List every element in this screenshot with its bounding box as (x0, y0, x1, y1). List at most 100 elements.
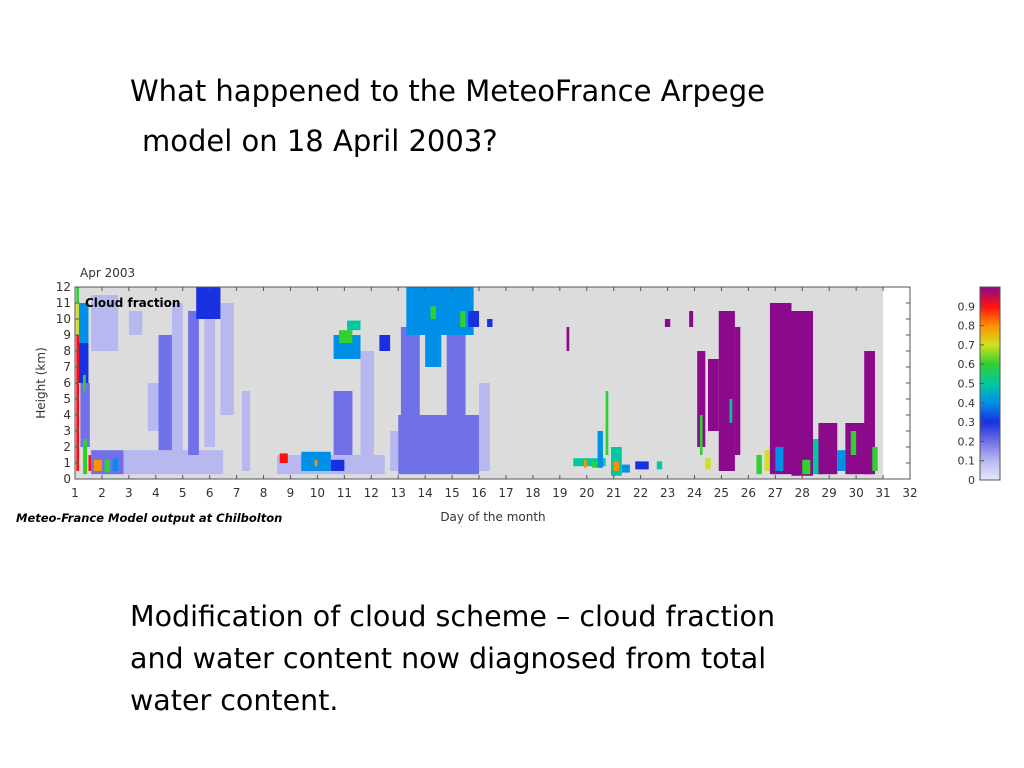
heatmap-cell-44 (479, 383, 490, 471)
heatmap-cell-37 (400, 327, 420, 415)
x-tick-label-29: 29 (822, 486, 837, 500)
heatmap-cell-74 (837, 450, 846, 471)
x-tick-label-18: 18 (525, 486, 540, 500)
x-tick-label-4: 4 (152, 486, 160, 500)
heatmap-cell-66 (756, 455, 762, 475)
heatmap-cell-50 (605, 391, 609, 455)
heatmap-cell-7 (83, 439, 88, 475)
heatmap-cell-47 (592, 461, 598, 468)
x-tick-label-1: 1 (71, 486, 79, 500)
heatmap-cell-48 (584, 459, 587, 468)
x-tick-label-13: 13 (391, 486, 406, 500)
heatmap-cell-11 (104, 459, 111, 473)
heatmap-cell-21 (204, 319, 216, 447)
x-tick-label-10: 10 (310, 486, 325, 500)
heatmap-cell-14 (91, 295, 119, 351)
y-tick-label-1: 1 (63, 456, 71, 470)
x-tick-label-7: 7 (233, 486, 241, 500)
heatmap-cell-6 (83, 375, 86, 391)
x-tick-label-17: 17 (498, 486, 513, 500)
heatmap-cell-77 (864, 351, 875, 475)
x-tick-label-9: 9 (287, 486, 295, 500)
heatmap-cell-28 (330, 459, 345, 471)
heatmap-cell-10 (93, 459, 102, 471)
heatmap-cell-32 (347, 320, 361, 331)
heatmap-cell-8 (88, 455, 92, 471)
heatmap-cell-3 (79, 303, 89, 343)
heatmap-cell-49 (597, 431, 603, 468)
colorbar-label-9: 0.9 (958, 300, 976, 313)
x-tick-label-24: 24 (687, 486, 702, 500)
y-tick-label-9: 9 (63, 328, 71, 342)
y-tick-label-0: 0 (63, 472, 71, 486)
heatmap-cell-54 (635, 461, 649, 470)
heatmap-cell-23 (242, 391, 251, 471)
x-tick-label-23: 23 (660, 486, 675, 500)
x-tick-label-30: 30 (848, 486, 863, 500)
colorbar-label-2: 0.2 (958, 435, 976, 448)
y-tick-label-2: 2 (63, 440, 71, 454)
x-tick-label-22: 22 (633, 486, 648, 500)
x-tick-label-28: 28 (795, 486, 810, 500)
heatmap-cell-39 (425, 311, 442, 367)
body-line-3: water content. (130, 684, 339, 717)
heatmap-cell-56 (566, 327, 570, 351)
colorbar-label-5: 0.5 (958, 378, 976, 391)
x-tick-label-21: 21 (606, 486, 621, 500)
x-tick-label-25: 25 (714, 486, 729, 500)
heatmap-cell-5 (80, 383, 90, 447)
heatmap-cell-4 (79, 343, 89, 383)
x-tick-label-19: 19 (552, 486, 567, 500)
x-tick-label-12: 12 (364, 486, 379, 500)
heatmap-cell-35 (390, 431, 399, 471)
y-tick-label-5: 5 (63, 392, 71, 406)
heatmap-cell-69 (775, 447, 784, 471)
heatmap-cell-76 (850, 431, 857, 455)
chart-title: Apr 2003 (80, 266, 135, 280)
heatmap-cell-71 (802, 459, 811, 475)
heatmap-cell-41 (460, 311, 466, 327)
cloud-fraction-chart: 1 2 3 4 5 6 7 8 9 10 11 12 13 14 15 16 17 18 19 20 21 22 23 24 2… (16, 266, 1001, 525)
heatmap-cell-22 (220, 303, 234, 415)
x-tick-label-15: 15 (444, 486, 459, 500)
y-tick-label-11: 11 (56, 296, 71, 310)
panel-label: Cloud fraction (85, 296, 180, 310)
heatmap-cell-61 (705, 458, 711, 470)
slide-body-text: Modification of cloud scheme – cloud fra… (130, 596, 775, 722)
heatmap-cell-67 (764, 450, 770, 471)
x-tick-label-14: 14 (418, 486, 433, 500)
colorbar-label-6: 0.6 (958, 358, 976, 371)
heatmap-cell-29 (333, 391, 353, 455)
heatmap-cell-27 (314, 459, 318, 467)
heatmap-cell-73 (818, 423, 838, 475)
colorbar: 0 0.1 0.2 0.3 0.4 0.5 0.6 0.7 0.8 0.9 (958, 286, 1001, 487)
heatmap-cell-19 (188, 311, 199, 455)
chart-axes: 1 2 3 4 5 6 7 8 9 10 11 12 13 14 15 16 17 18 19 20 21 22 23 24 2… (56, 280, 918, 500)
chart-caption: Meteo-France Model output at Chilbolton (16, 511, 282, 525)
body-line-1: Modification of cloud scheme – cloud fra… (130, 600, 776, 633)
x-tick-label-3: 3 (125, 486, 133, 500)
colorbar-label-7: 0.7 (958, 339, 976, 352)
heatmap-cell-57 (664, 319, 671, 327)
heatmap-cells (76, 287, 878, 476)
heatmap-cell-58 (689, 311, 694, 327)
y-tick-label-10: 10 (56, 312, 71, 326)
heatmap-cell-12 (112, 458, 119, 471)
heatmap-cell-1 (76, 287, 80, 303)
heatmap-cell-18 (171, 303, 183, 455)
heatmap-cell-17 (158, 335, 172, 451)
heatmap-cell-52 (613, 461, 620, 471)
x-tick-label-16: 16 (471, 486, 486, 500)
y-axis-label: Height (km) (34, 347, 48, 418)
colorbar-label-3: 0.3 (958, 416, 976, 429)
x-tick-label-32: 32 (902, 486, 917, 500)
heatmap-cell-33 (360, 351, 374, 471)
heatmap-cell-59 (697, 351, 706, 447)
colorbar-label-4: 0.4 (958, 397, 976, 410)
y-tick-label-3: 3 (63, 424, 71, 438)
y-tick-label-7: 7 (63, 360, 71, 374)
heatmap-cell-78 (872, 447, 878, 471)
x-tick-label-26: 26 (741, 486, 756, 500)
heatmap-cell-60 (699, 415, 703, 455)
heatmap-cell-2 (76, 335, 80, 471)
